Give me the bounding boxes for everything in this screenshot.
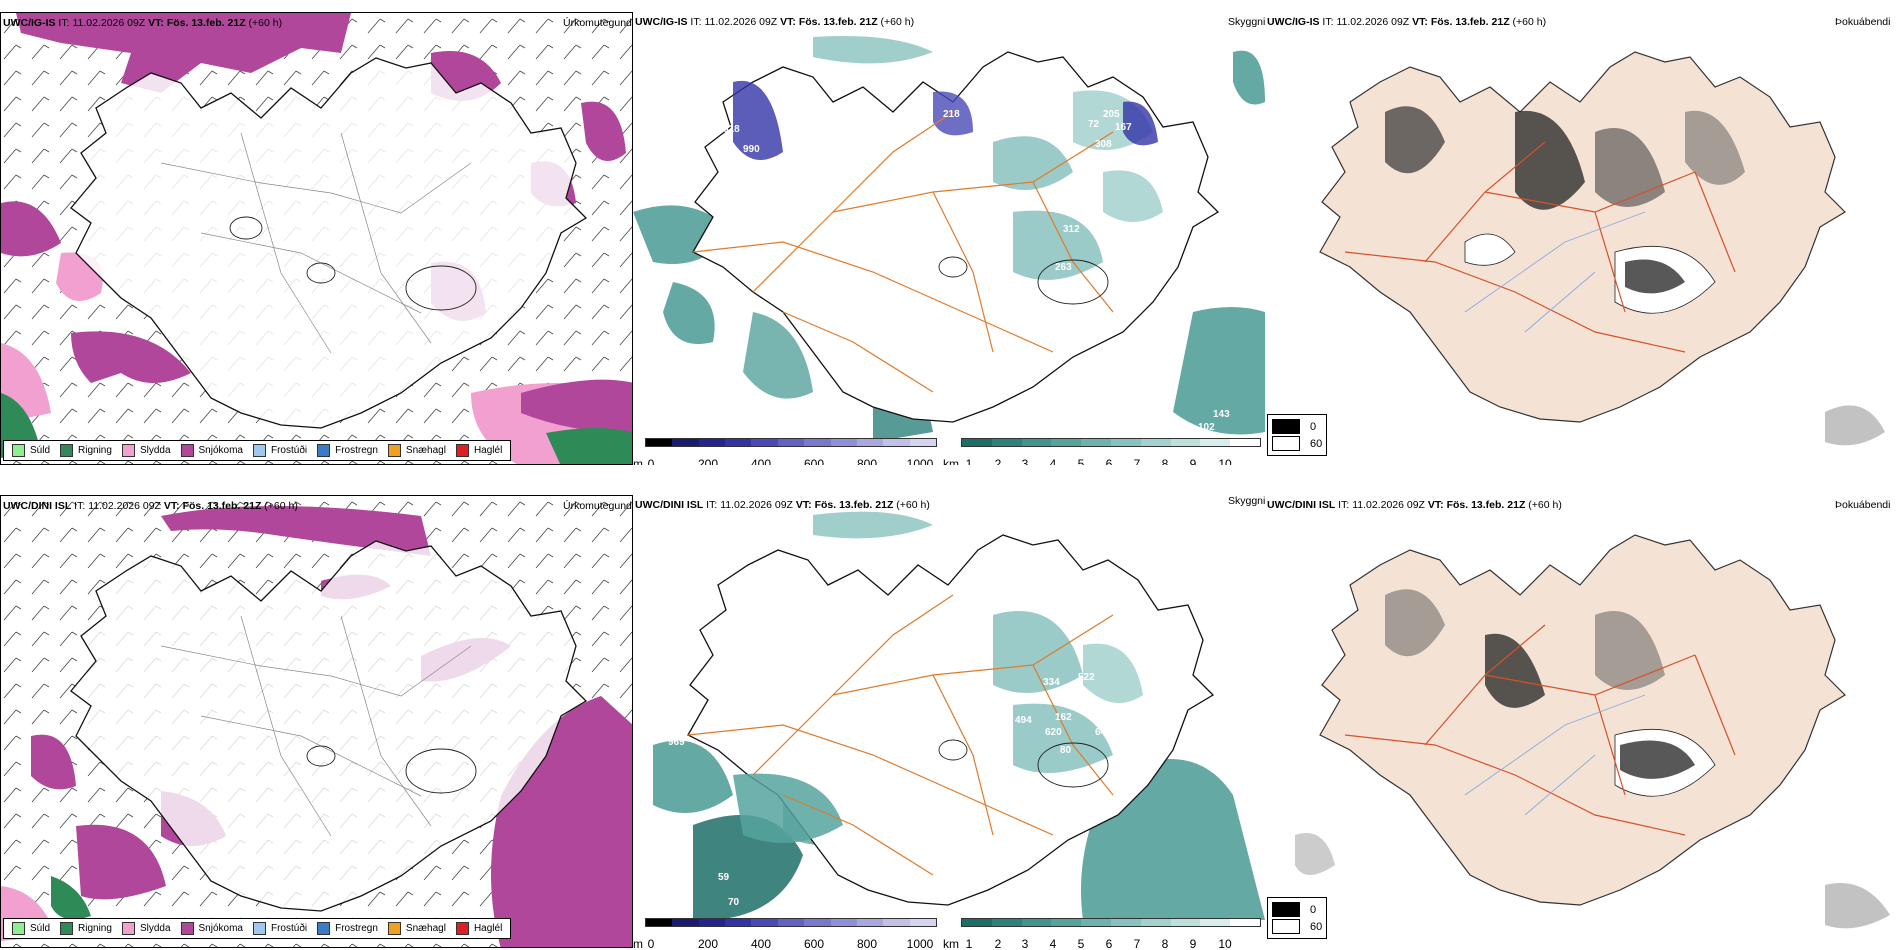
legend-item: Snæhagl (387, 922, 446, 935)
legend-item: Súld (12, 444, 50, 457)
vis-label: 72 (1088, 119, 1100, 130)
vis-label: 990 (743, 144, 760, 155)
fog-panel-bottom: UWC/DINI ISL IT: 11.02.2026 09Z VT: Fös.… (1265, 495, 1900, 948)
vis-label: 318 (953, 585, 970, 596)
panel-title: UWC/DINI ISL IT: 11.02.2026 09Z VT: Fös.… (1267, 499, 1562, 511)
visibility-km-colorbar: km 1 2 3 4 5 6 7 8 9 10 (943, 918, 1263, 948)
vis-label: 494 (1015, 715, 1032, 726)
fog-map-top (1319, 51, 1885, 446)
product-label: Þokuábendi (1835, 499, 1891, 511)
vis-label: 77 (1098, 154, 1110, 165)
legend-item: Frostregn (317, 444, 378, 457)
vis-label: 167 (1115, 122, 1132, 133)
vis-label: 403 (973, 94, 990, 105)
visibility-km-colorbar: km 1 2 3 4 5 6 7 8 9 10 (943, 438, 1263, 465)
precip-map-top (1, 13, 632, 464)
vis-label: 263 (1055, 262, 1072, 273)
vis-label: 102 (1198, 422, 1215, 433)
vis-label: 466 (1110, 239, 1127, 250)
legend-item: Frostregn (317, 922, 378, 935)
vis-label: 618 (723, 124, 740, 135)
legend-item: Haglél (455, 922, 502, 935)
vis-label: 969 (668, 737, 685, 748)
legend-item: Rigning (60, 922, 112, 935)
vis-label: 80 (1060, 745, 1072, 756)
legend-item: Snjókoma (180, 922, 243, 935)
fog-legend: 0 60 (1267, 414, 1328, 456)
legend-item: Haglél (455, 444, 502, 457)
fog-panel-top: UWC/IG-IS IT: 11.02.2026 09Z VT: Fös. 13… (1265, 12, 1900, 465)
vis-label: 921 (803, 84, 820, 95)
vis-label: 103 (1048, 334, 1065, 345)
product-label: Þokuábendi (1835, 16, 1891, 28)
legend-item: Slydda (121, 444, 171, 457)
panel-title: UWC/IG-IS IT: 11.02.2026 09Z VT: Fös. 13… (635, 16, 915, 28)
panel-title: UWC/IG-IS IT: 11.02.2026 09Z VT: Fös. 13… (3, 17, 283, 29)
panel-title: UWC/IG-IS IT: 11.02.2026 09Z VT: Fös. 13… (1267, 16, 1547, 28)
vis-label: 70 (728, 897, 740, 908)
product-label: Úrkomutegund (563, 17, 632, 29)
vis-label: 375 (1028, 99, 1045, 110)
vis-label: 537 (761, 162, 778, 173)
precip-type-panel-top: UWC/IG-IS IT: 11.02.2026 09Z VT: Fös. 13… (0, 12, 633, 465)
vis-label: 218 (943, 109, 960, 120)
vis-label: 620 (1045, 727, 1062, 738)
visibility-map-bottom: 874 318 334 522 162 620 647 494 80 969 1… (653, 511, 1265, 920)
legend-item: Súld (12, 922, 50, 935)
product-label: Úrkomutegund (563, 500, 632, 512)
precip-legend: Súld Rigning Slydda Snjókoma Frostúði Fr… (3, 440, 512, 461)
vis-label: 786 (1045, 282, 1062, 293)
vis-label: 647 (1095, 727, 1112, 738)
vis-label: 874 (995, 565, 1012, 576)
visibility-map-top: 921 278 403 375 205 167 618 277 699 72 3… (633, 36, 1265, 442)
legend-item: Snæhagl (387, 444, 446, 457)
vis-label: 106 (663, 855, 680, 866)
precip-legend: Súld Rigning Slydda Snjókoma Frostúði Fr… (3, 918, 512, 939)
vis-label: 312 (1063, 224, 1080, 235)
panel-title: UWC/DINI ISL IT: 11.02.2026 09Z VT: Fös.… (3, 500, 298, 512)
vis-label: 278 (773, 84, 790, 95)
vis-label: 277 (998, 114, 1015, 125)
legend-item: Frostúði (252, 922, 307, 935)
vis-label: 522 (1078, 672, 1095, 683)
vis-label: 308 (1095, 139, 1112, 150)
legend-item: Snjókoma (180, 444, 243, 457)
vis-label: 205 (1103, 109, 1120, 120)
precip-type-panel-bottom: UWC/DINI ISL IT: 11.02.2026 09Z VT: Fös.… (0, 495, 633, 948)
vis-label: 162 (1055, 712, 1072, 723)
legend-item: Slydda (121, 922, 171, 935)
visibility-panel-top: 921 278 403 375 205 167 618 277 699 72 3… (633, 12, 1265, 465)
vis-label: 334 (1043, 677, 1060, 688)
vis-label: 143 (1213, 409, 1230, 420)
vis-label: 59 (718, 872, 730, 883)
panel-title: UWC/DINI ISL IT: 11.02.2026 09Z VT: Fös.… (635, 499, 930, 511)
fog-map-bottom (1295, 534, 1890, 929)
precip-map-bottom (1, 496, 632, 947)
fog-legend: 0 60 (1267, 897, 1328, 939)
visibility-panel-bottom: 874 318 334 522 162 620 647 494 80 969 1… (633, 495, 1265, 948)
legend-item: Frostúði (252, 444, 307, 457)
product-label: Skyggni (1228, 495, 1265, 507)
visibility-m-colorbar: m 0 200 400 600 800 1000 (633, 438, 937, 465)
visibility-m-colorbar: m 0 200 400 600 800 1000 (633, 918, 937, 948)
product-label: Skyggni (1228, 16, 1265, 28)
vis-label: 699 (1036, 124, 1053, 135)
legend-item: Rigning (60, 444, 112, 457)
vis-label: 159 (658, 422, 675, 433)
